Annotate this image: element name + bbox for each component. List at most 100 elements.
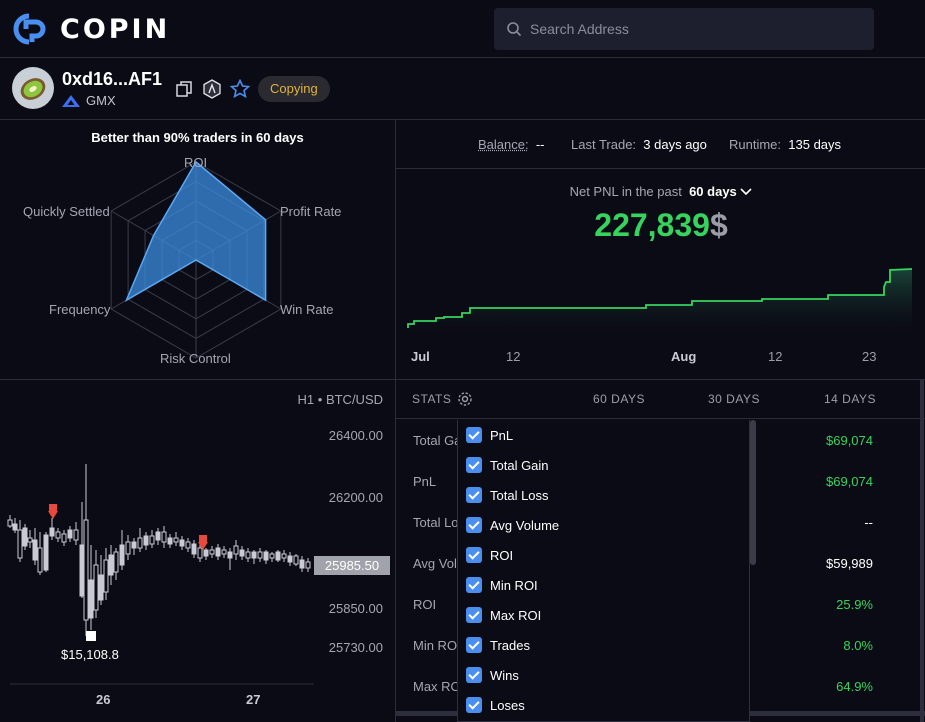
menu-item-total-gain[interactable]: Total Gain (466, 454, 549, 476)
checkbox-icon[interactable] (466, 457, 482, 473)
pnl-axis-label: 23 (862, 349, 877, 364)
candle-body (293, 555, 299, 565)
checkbox-icon[interactable] (466, 547, 482, 563)
stats-row-label: Avg Vol (413, 556, 457, 571)
candle-body (287, 555, 293, 563)
stats-col-header[interactable]: 60 DAYS (593, 392, 645, 406)
pair-label: H1 • BTC/USD (297, 392, 383, 407)
candle-body (179, 539, 185, 547)
candle-body (137, 537, 143, 549)
checkbox-icon[interactable] (466, 667, 482, 683)
trader-profile-bar: 0xd16...AF1 GMX Copying (0, 59, 925, 120)
candle-body (281, 553, 287, 559)
candle-body (103, 559, 109, 593)
protocol-name: GMX (86, 93, 116, 108)
stats-title: STATS (412, 392, 452, 406)
candle-body (167, 537, 173, 545)
candle-body (203, 549, 209, 557)
stats-row-label: ROI (413, 597, 437, 612)
candle-body (55, 531, 61, 539)
candle-body (125, 541, 131, 555)
candle-body (49, 527, 55, 537)
search-box[interactable] (494, 8, 874, 50)
candle-body (73, 529, 79, 541)
candle-body (61, 533, 67, 543)
checkbox-icon[interactable] (466, 487, 482, 503)
pnl-axis-label: Aug (671, 349, 697, 364)
radar-label-profit-rate: Profit Rate (280, 204, 342, 219)
candle-body (17, 529, 23, 559)
stats-col-header[interactable]: 30 DAYS (708, 392, 760, 406)
buy-marker-icon (86, 631, 96, 641)
candle-body (83, 519, 89, 621)
candle-body (257, 551, 263, 559)
candle-body (93, 564, 99, 611)
arbitrum-icon[interactable] (202, 79, 222, 99)
stats-row-value: $69,074 (826, 474, 873, 489)
pnl-axis-label: 12 (506, 349, 521, 364)
candle-body (185, 541, 191, 549)
candle-body (161, 531, 167, 543)
last-trade-summary: Last Trade: 3 days ago (571, 137, 707, 152)
pnl-period-selector[interactable]: Net PNL in the past 60 days (397, 184, 925, 199)
checkbox-icon[interactable] (466, 637, 482, 653)
search-input[interactable] (530, 21, 850, 37)
candle-body (149, 535, 155, 545)
menu-item-roi[interactable]: ROI (466, 544, 513, 566)
menu-item-pnl[interactable]: PnL (466, 424, 513, 446)
radar-label-roi: ROI (184, 155, 208, 170)
candle-axis-label: 27 (246, 692, 261, 707)
menu-item-trades[interactable]: Trades (466, 634, 530, 656)
menu-item-min-roi[interactable]: Min ROI (466, 574, 538, 596)
candle-body (215, 547, 221, 557)
brand-logo[interactable]: COPIN (12, 12, 170, 46)
star-icon[interactable] (230, 79, 250, 99)
candle-body (233, 545, 239, 555)
stats-row-label: Min RO (413, 638, 458, 653)
chevron-down-icon (740, 188, 752, 196)
menu-item-avg-volume[interactable]: Avg Volume (466, 514, 559, 536)
pnl-line-chart (407, 268, 913, 332)
candle-body (173, 537, 179, 543)
low-price-label: $15,108.8 (61, 647, 119, 662)
price-label: 25850.00 (328, 601, 383, 616)
candle-body (251, 551, 257, 559)
protocol-label: GMX (62, 93, 116, 108)
checkbox-icon[interactable] (466, 517, 482, 533)
menu-item-wins[interactable]: Wins (466, 664, 519, 686)
menu-scrollbar[interactable] (750, 420, 756, 565)
checkbox-icon[interactable] (466, 607, 482, 623)
candle-body (269, 553, 275, 559)
menu-item-loses[interactable]: Loses (466, 694, 525, 716)
stats-column-menu: PnL Total Gain Total Loss Avg Volume ROI… (457, 420, 750, 722)
stats-row-value: $69,074 (826, 433, 873, 448)
page-scrollbar[interactable] (920, 380, 924, 722)
status-badge: Copying (258, 76, 330, 102)
checkbox-icon[interactable] (466, 697, 482, 713)
copy-icon[interactable] (176, 81, 192, 97)
candle-body (239, 549, 245, 557)
trader-address: 0xd16...AF1 (62, 69, 163, 89)
candlestick-chart[interactable] (0, 400, 316, 690)
candle-body (131, 541, 137, 549)
candle-body (98, 574, 104, 601)
menu-item-total-loss[interactable]: Total Loss (466, 484, 549, 506)
radar-label-frequency: Frequency (49, 302, 111, 317)
search-icon (507, 22, 522, 37)
candle-body (113, 551, 119, 573)
stats-row-value: -- (864, 515, 873, 530)
menu-item-max-roi[interactable]: Max ROI (466, 604, 541, 626)
price-label: 26200.00 (328, 490, 383, 505)
checkbox-icon[interactable] (466, 577, 482, 593)
avatar (12, 67, 54, 109)
candle-body (245, 551, 251, 559)
candle-axis-label: 26 (96, 692, 111, 707)
candle-body (143, 535, 149, 546)
stats-row-value: 64.9% (836, 679, 873, 694)
checkbox-icon[interactable] (466, 427, 482, 443)
stats-col-header[interactable]: 14 DAYS (824, 392, 876, 406)
price-label: 25730.00 (328, 640, 383, 655)
candle-body (299, 559, 305, 569)
gear-icon[interactable] (457, 391, 473, 407)
pnl-axis-label: 12 (768, 349, 783, 364)
